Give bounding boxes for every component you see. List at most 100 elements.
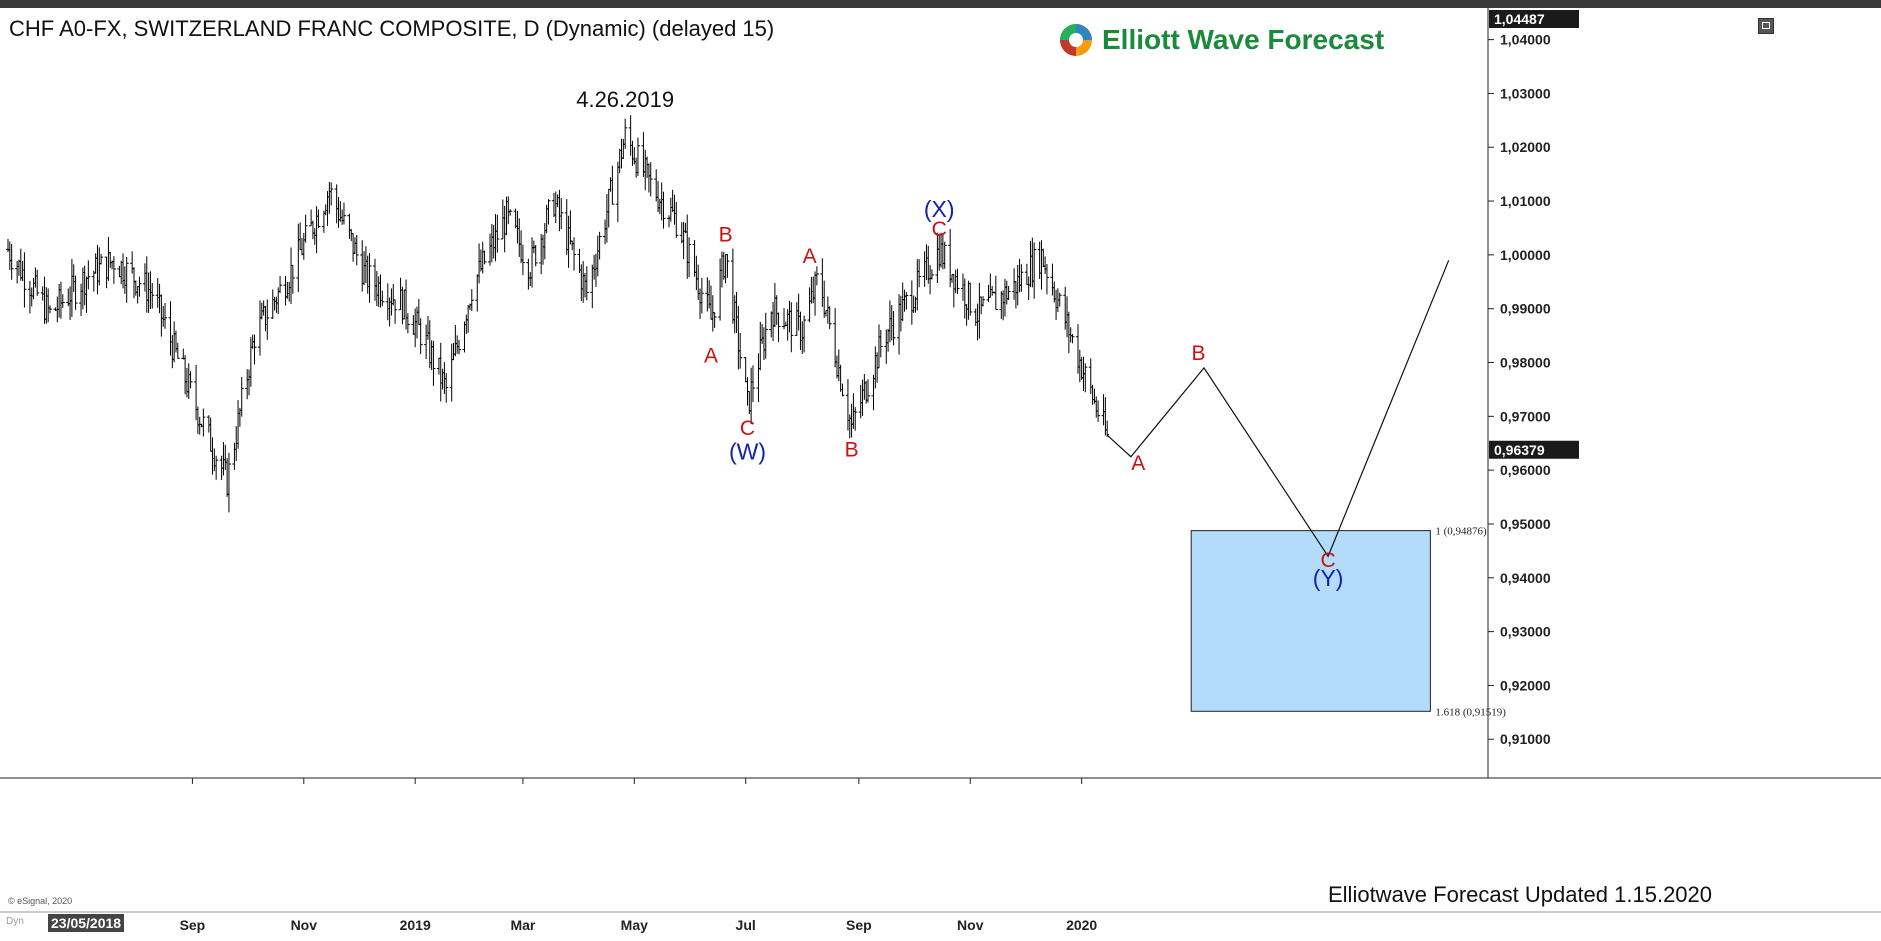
brand-globe-icon	[1060, 24, 1092, 56]
price-bar	[699, 277, 704, 314]
price-bar	[597, 231, 602, 260]
price-bar	[725, 254, 730, 278]
price-bar	[265, 299, 270, 340]
price-bar	[367, 252, 372, 303]
wave-label: A	[1131, 452, 1145, 475]
time-tick-label: Sep	[180, 917, 206, 933]
price-bar	[1032, 242, 1037, 299]
price-bar	[91, 270, 96, 292]
wave-label: 4.26.2019	[576, 87, 674, 112]
price-bar	[1019, 264, 1024, 292]
price-bar	[584, 266, 589, 301]
price-bar	[750, 365, 755, 403]
price-bar	[1096, 400, 1101, 422]
wave-label: A	[704, 345, 718, 368]
time-tick-label: Mar	[510, 917, 535, 933]
restore-window-icon[interactable]	[1758, 18, 1774, 34]
price-bar	[866, 379, 871, 403]
price-bar	[546, 199, 551, 225]
update-note: Elliotwave Forecast Updated 1.15.2020	[1328, 882, 1713, 907]
time-tick-label: 2019	[400, 917, 431, 933]
price-bar	[623, 118, 628, 149]
top-price-badge	[1489, 10, 1579, 28]
price-bar	[559, 197, 564, 230]
price-tick-label: 0,99000	[1500, 301, 1551, 317]
price-bar	[380, 290, 385, 307]
price-bar	[163, 303, 168, 329]
price-bar	[712, 312, 717, 328]
price-bar	[610, 165, 615, 205]
price-bar	[789, 302, 794, 353]
price-bar	[150, 282, 155, 309]
price-tick-label: 0,92000	[1500, 677, 1551, 693]
wave-label: (W)	[729, 438, 766, 464]
wave-label: B	[1191, 342, 1205, 365]
price-bar	[993, 275, 998, 311]
wave-label: (Y)	[1313, 565, 1344, 591]
wave-label: B	[719, 223, 733, 246]
price-bar	[393, 299, 398, 324]
price-bar	[188, 371, 193, 389]
price-axis: 1,04000 1,03000 1,02000 1,01000 1,00000 0,990…	[1487, 8, 1579, 778]
price-bar	[1044, 264, 1049, 295]
price-bar	[878, 329, 883, 358]
time-tick-label: May	[621, 917, 648, 933]
price-bar	[738, 332, 743, 369]
wave-label: A	[803, 245, 817, 268]
price-bar	[687, 237, 692, 278]
brand-logo: Elliott Wave Forecast	[1058, 20, 1384, 60]
price-tick-label: 1,03000	[1500, 85, 1551, 101]
price-tick-label: 1,04000	[1500, 32, 1551, 48]
price-bar	[1105, 420, 1110, 437]
price-bar	[802, 315, 807, 353]
time-tick-label: Jul	[736, 917, 756, 933]
price-bar	[508, 209, 513, 216]
start-date-badge[interactable]: 23/05/2018	[48, 914, 125, 932]
price-tick-label: 0,96000	[1500, 462, 1551, 478]
price-bar	[840, 383, 845, 397]
price-bar	[9, 244, 14, 280]
price-bar	[776, 312, 781, 342]
price-bar	[431, 340, 436, 386]
price-tick-label: 0,95000	[1500, 516, 1551, 532]
price-bar	[482, 250, 487, 265]
dyn-label: Dyn	[6, 916, 24, 927]
price-bar	[226, 452, 231, 513]
wave-label: (X)	[924, 196, 955, 222]
top-price-label: 1,04487	[1494, 11, 1545, 27]
price-bar	[495, 214, 500, 253]
price-bar	[457, 339, 462, 355]
price-bar	[469, 289, 474, 312]
target-zone: 1 (0,94876) 1.618 (0,91519)	[1190, 526, 1506, 718]
price-bar	[1057, 292, 1062, 307]
price-bar	[239, 377, 244, 417]
price-bar	[1006, 286, 1011, 300]
price-bar	[827, 306, 832, 329]
time-tick-label: Nov	[957, 917, 984, 933]
target-upper-label: 1 (0,94876)	[1435, 526, 1487, 538]
price-bar	[533, 244, 538, 267]
brand-name: Elliott Wave Forecast	[1102, 24, 1385, 55]
price-bar	[1083, 363, 1088, 393]
wave-label: C	[932, 218, 947, 241]
price-bar	[290, 265, 295, 294]
price-bar	[405, 313, 410, 334]
price-bar	[648, 162, 653, 197]
price-bar	[520, 244, 525, 276]
price-bars	[6, 115, 1110, 513]
price-bar	[252, 334, 257, 365]
price-tick-label: 0,91000	[1500, 731, 1551, 747]
price-bar	[201, 408, 206, 437]
price-bar	[891, 310, 896, 346]
price-bar	[917, 259, 922, 288]
price-tick-label: 0,93000	[1500, 624, 1551, 640]
target-zone-box	[1190, 530, 1431, 712]
price-bar	[418, 318, 423, 355]
chart-title: CHF A0-FX, SWITZERLAND FRANC COMPOSITE, …	[9, 16, 775, 41]
price-bar	[329, 182, 334, 206]
price-bar	[303, 214, 308, 243]
price-bar	[968, 282, 973, 316]
